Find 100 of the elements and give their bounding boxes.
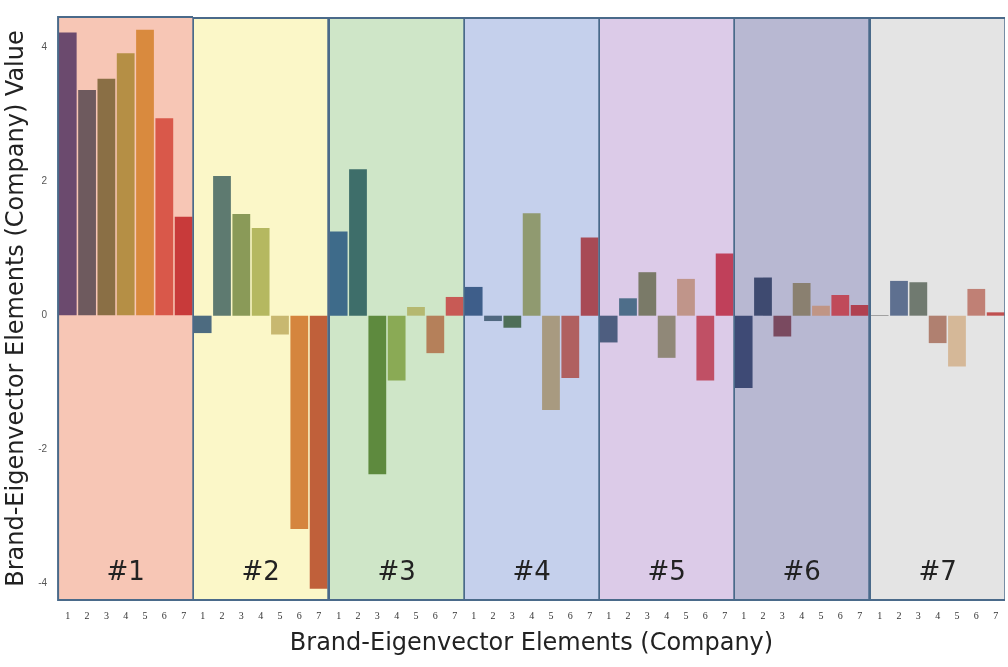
annotation: #5 (647, 555, 687, 586)
bar (406, 306, 425, 316)
bar (136, 29, 154, 316)
bar (967, 288, 985, 316)
bar (541, 315, 560, 411)
x-tick-label: 4 (934, 609, 940, 621)
bar (909, 282, 927, 316)
x-tick-label: 6 (297, 609, 303, 621)
x-tick-label: 2 (760, 609, 766, 621)
x-axis-title: Brand-Eigenvector Elements (Company) (288, 628, 775, 656)
x-tick-label: 2 (355, 609, 361, 621)
x-tick-label: 3 (239, 609, 245, 621)
annotation: #7 (918, 555, 957, 586)
x-tick-label: 7 (316, 609, 322, 621)
bar (310, 315, 328, 589)
y-axis-title: Brand-Eigenvector Elements (Company) Value (0, 30, 29, 587)
bar (483, 315, 502, 322)
x-tick-label: 5 (818, 609, 824, 621)
x-tick-label: 4 (664, 609, 670, 621)
x-tick-label: 4 (799, 609, 805, 621)
x-tick-label: 2 (625, 609, 631, 621)
bar (426, 315, 444, 354)
x-tick-label: 1 (876, 609, 882, 621)
x-tick-label: 7 (857, 609, 863, 621)
x-tick-label: 3 (780, 609, 786, 621)
y-tick-label: 0 (41, 308, 48, 320)
x-tick-label: 7 (992, 609, 998, 621)
bar (715, 253, 734, 316)
x-tick-label: 1 (65, 609, 71, 621)
x-tick-label: 4 (123, 609, 129, 621)
x-tick-label: 5 (277, 609, 283, 621)
x-tick-label: 1 (335, 609, 341, 621)
bar (812, 305, 831, 316)
x-tick-label: 7 (722, 609, 728, 621)
bar (271, 315, 290, 335)
x-tick-label: 3 (103, 609, 109, 621)
x-tick-label: 7 (451, 609, 457, 621)
bar (677, 278, 696, 316)
bar (174, 216, 193, 316)
x-tick-label: 6 (838, 609, 844, 621)
bar (851, 304, 870, 316)
annotation: #3 (377, 555, 416, 586)
x-tick-label: 3 (509, 609, 515, 621)
bar (754, 277, 773, 316)
x-tick-label: 2 (490, 609, 496, 621)
x-tick-label: 5 (413, 609, 419, 621)
y-tick-label: 2 (41, 174, 48, 186)
x-tick-label: 7 (181, 609, 187, 621)
x-tick-label: 1 (200, 609, 206, 621)
annotation: #4 (512, 555, 551, 586)
bar (78, 90, 96, 316)
bar (947, 315, 966, 367)
x-tick-label: 2 (219, 609, 225, 621)
bar (889, 280, 908, 316)
bar (657, 315, 676, 358)
bar (503, 315, 522, 328)
bar (97, 78, 116, 316)
bar (348, 169, 367, 316)
x-tick-label: 6 (702, 609, 708, 621)
y-tick-label: -4 (38, 577, 48, 588)
bar (155, 118, 174, 316)
x-tick-label: 4 (393, 609, 399, 621)
bar (831, 294, 850, 316)
x-tick-label: 5 (683, 609, 689, 621)
bar (522, 213, 541, 316)
bar (619, 298, 638, 316)
x-tick-label: 2 (896, 609, 902, 621)
bar (387, 315, 406, 381)
annotation: #1 (106, 555, 145, 586)
bar (793, 282, 812, 316)
y-tick-label: -2 (38, 442, 48, 454)
x-tick-label: 6 (432, 609, 438, 621)
y-tick-label: 4 (41, 40, 48, 52)
x-tick-label: 6 (161, 609, 167, 621)
x-tick-label: 3 (915, 609, 921, 621)
bar (696, 315, 715, 381)
x-tick-label: 1 (606, 609, 612, 621)
x-tick-label: 7 (587, 609, 593, 621)
x-tick-label: 4 (258, 609, 264, 621)
bar (58, 32, 77, 316)
bar (368, 315, 386, 475)
bar (232, 214, 251, 316)
bar (252, 228, 270, 316)
bar (928, 315, 947, 344)
bar (290, 315, 309, 530)
x-tick-label: 1 (471, 609, 477, 621)
bar (213, 175, 232, 316)
bar (735, 315, 754, 388)
bar (773, 315, 792, 337)
x-tick-label: 6 (973, 609, 979, 621)
x-tick-label: 5 (954, 609, 960, 621)
x-tick-label: 6 (567, 609, 573, 621)
annotation: #6 (782, 555, 822, 586)
bar (580, 237, 599, 316)
x-tick-label: 3 (374, 609, 380, 621)
x-tick-label: 4 (529, 609, 535, 621)
annotation: #2 (241, 555, 281, 586)
x-tick-label: 5 (548, 609, 554, 621)
bar (986, 312, 1005, 316)
x-tick-label: 3 (645, 609, 651, 621)
